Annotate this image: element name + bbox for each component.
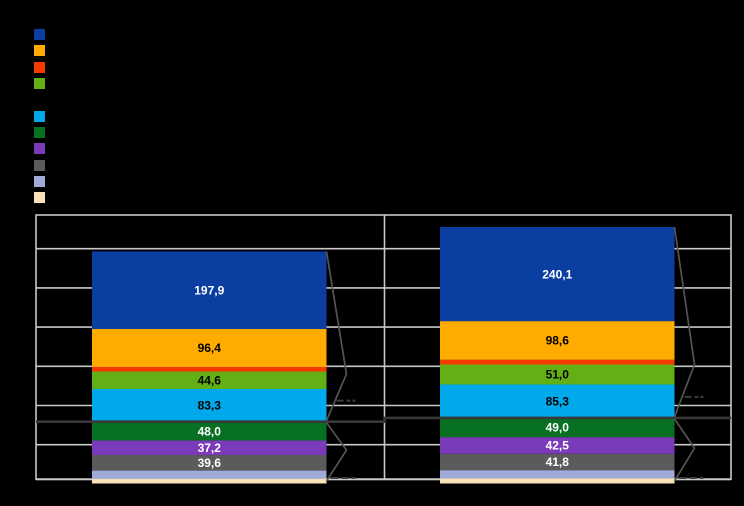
legend-swatch-series-2 xyxy=(34,45,45,56)
plot-border xyxy=(35,214,732,481)
bar-segment-series-1-cat-1 xyxy=(92,251,327,330)
legend-swatch-series-8 xyxy=(34,160,45,171)
legend-swatch-series-10 xyxy=(34,192,45,203)
bar-segment-value-label: 42,5 xyxy=(546,439,570,453)
bottom-group-brace xyxy=(325,422,348,482)
bar-segment-value-label: 49,0 xyxy=(546,421,570,435)
bar-segment-value-label: 96,4 xyxy=(198,341,222,355)
bar-segment-series-5-cat-1 xyxy=(92,388,327,422)
bar-segment-series-3-cat-1 xyxy=(92,366,327,372)
bar-segment-series-10-cat-2 xyxy=(440,478,675,484)
legend-swatch-series-1 xyxy=(34,29,45,40)
bar-segment-value-label: 85,3 xyxy=(546,394,570,408)
bar-segment-series-6-cat-1 xyxy=(92,421,327,441)
bar-segment-value-label: 83,3 xyxy=(198,399,222,413)
bar-segment-series-9-cat-1 xyxy=(92,470,327,479)
bar-segment-value-label: 51,0 xyxy=(546,368,570,382)
bar-segment-value-label: 240,1 xyxy=(542,267,572,281)
bottom-group-brace xyxy=(673,418,696,482)
bar-segment-series-6-cat-2 xyxy=(440,417,675,438)
bar-segment-series-8-cat-1 xyxy=(92,455,327,471)
bar-segment-series-5-cat-2 xyxy=(440,384,675,418)
top-group-brace xyxy=(673,226,696,418)
bar-segment-series-7-cat-1 xyxy=(92,440,327,456)
bar-segment-value-label: 98,6 xyxy=(546,334,570,348)
bar-segment-value-label: 39,6 xyxy=(198,456,222,470)
bar-segment-series-2-cat-1 xyxy=(92,329,327,367)
legend-swatch-series-9 xyxy=(34,176,45,187)
bar-segment-series-7-cat-2 xyxy=(440,437,675,454)
legend xyxy=(0,0,744,210)
legend-swatch-series-3 xyxy=(34,62,45,73)
group-divider-line xyxy=(36,416,731,423)
bar-segment-series-1-cat-2 xyxy=(440,227,675,322)
bar-segment-value-label: 197,9 xyxy=(194,283,224,297)
bar-segment-value-label: 41,8 xyxy=(546,455,570,469)
bar-segment-series-4-cat-1 xyxy=(92,371,327,389)
bar-segment-series-2-cat-2 xyxy=(440,321,675,360)
bar-segment-value-label: 48,0 xyxy=(198,424,222,438)
legend-swatch-series-5 xyxy=(34,111,45,122)
bar-segment-value-label: 37,2 xyxy=(198,441,222,455)
bar-segment-series-8-cat-2 xyxy=(440,453,675,471)
legend-swatch-series-7 xyxy=(34,143,45,154)
legend-swatch-series-4 xyxy=(34,78,45,89)
bar-segment-series-3-cat-2 xyxy=(440,359,675,365)
bar-segment-series-10-cat-1 xyxy=(92,478,327,484)
legend-swatch-series-6 xyxy=(34,127,45,138)
bar-segment-series-9-cat-2 xyxy=(440,470,675,479)
bar-segment-series-4-cat-2 xyxy=(440,364,675,385)
bar-segment-value-label: 44,6 xyxy=(198,373,222,387)
top-group-brace xyxy=(325,251,348,421)
